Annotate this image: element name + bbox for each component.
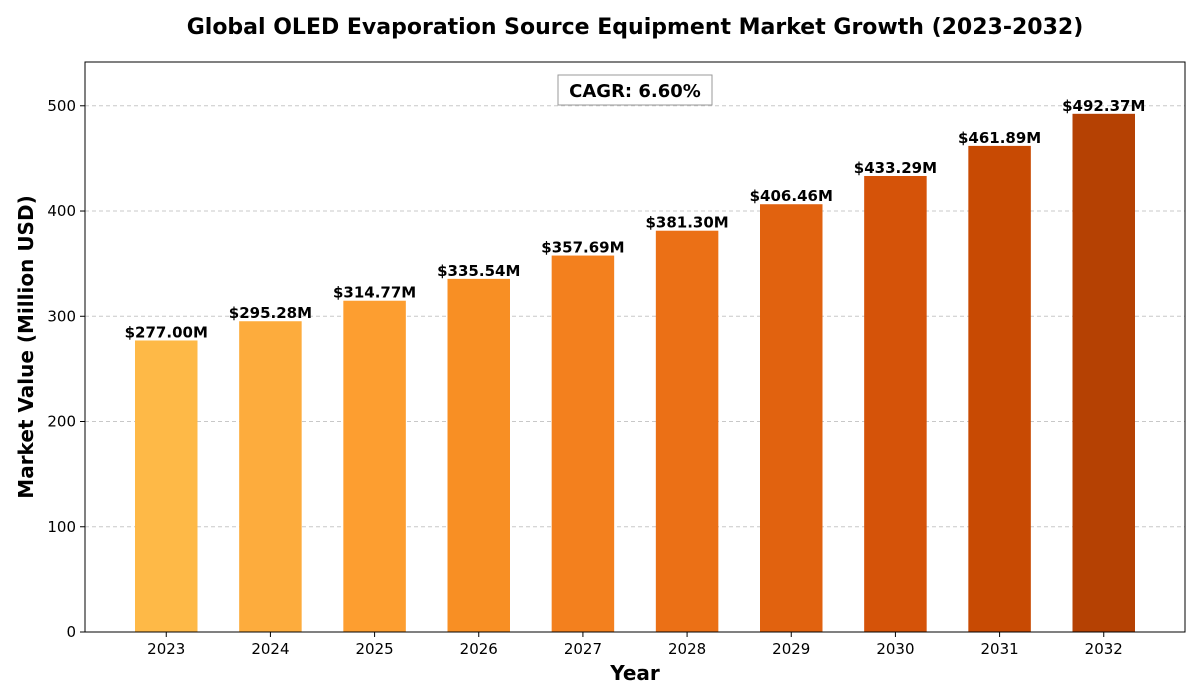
y-tick-label: 300	[47, 307, 76, 325]
bar-2026	[447, 278, 510, 632]
x-tick-label: 2026	[460, 640, 498, 658]
y-tick-label: 500	[47, 97, 76, 115]
data-label-2025: $314.77M	[333, 284, 416, 302]
bar-2031	[968, 145, 1031, 632]
data-label-2030: $433.29M	[854, 159, 937, 177]
y-tick-label: 400	[47, 202, 76, 220]
x-tick-label: 2031	[980, 640, 1018, 658]
bar-2030	[864, 175, 927, 632]
bar-2032	[1072, 113, 1135, 633]
data-label-2024: $295.28M	[229, 304, 312, 322]
bars	[135, 113, 1135, 633]
y-tick-label: 200	[47, 413, 76, 431]
x-tick-label: 2032	[1085, 640, 1123, 658]
bar-2023	[135, 340, 198, 632]
x-tick-label: 2030	[876, 640, 914, 658]
bar-2024	[239, 321, 302, 632]
bar-2028	[655, 230, 719, 632]
x-tick-label: 2023	[147, 640, 185, 658]
x-tick-label: 2028	[668, 640, 706, 658]
bar-2027	[551, 255, 615, 633]
data-label-2026: $335.54M	[437, 262, 520, 280]
data-label-2029: $406.46M	[750, 187, 833, 205]
data-label-2032: $492.37M	[1062, 97, 1145, 115]
data-labels: $277.00M $295.28M $314.77M $335.54M $357.69M…	[125, 97, 1146, 342]
y-tick-label: 100	[47, 518, 76, 536]
bar-2025	[343, 300, 406, 632]
data-label-2031: $461.89M	[958, 129, 1041, 147]
x-axis-label: Year	[609, 661, 660, 685]
x-tick-label: 2029	[772, 640, 810, 658]
data-label-2028: $381.30M	[645, 214, 728, 232]
cagr-annotation-box	[557, 74, 713, 106]
x-axis-ticks: 2023 2024 2025 2026 2027 2028 2029 2030 2031 2032	[147, 632, 1123, 658]
x-tick-label: 2024	[251, 640, 289, 658]
chart-title: Global OLED Evaporation Source Equipment…	[187, 15, 1084, 40]
y-axis-label: Market Value (Million USD)	[14, 195, 38, 498]
plot-frame	[84, 61, 1186, 633]
x-tick-label: 2027	[564, 640, 602, 658]
cagr-annotation: CAGR: 6.60%	[569, 81, 701, 102]
bar-2029	[760, 204, 823, 632]
y-tick-label: 0	[66, 623, 76, 641]
data-label-2027: $357.69M	[541, 239, 624, 257]
data-label-2023: $277.00M	[125, 323, 208, 341]
y-axis-ticks: 0 100 200 300 400 500	[47, 97, 85, 641]
x-tick-label: 2025	[355, 640, 393, 658]
